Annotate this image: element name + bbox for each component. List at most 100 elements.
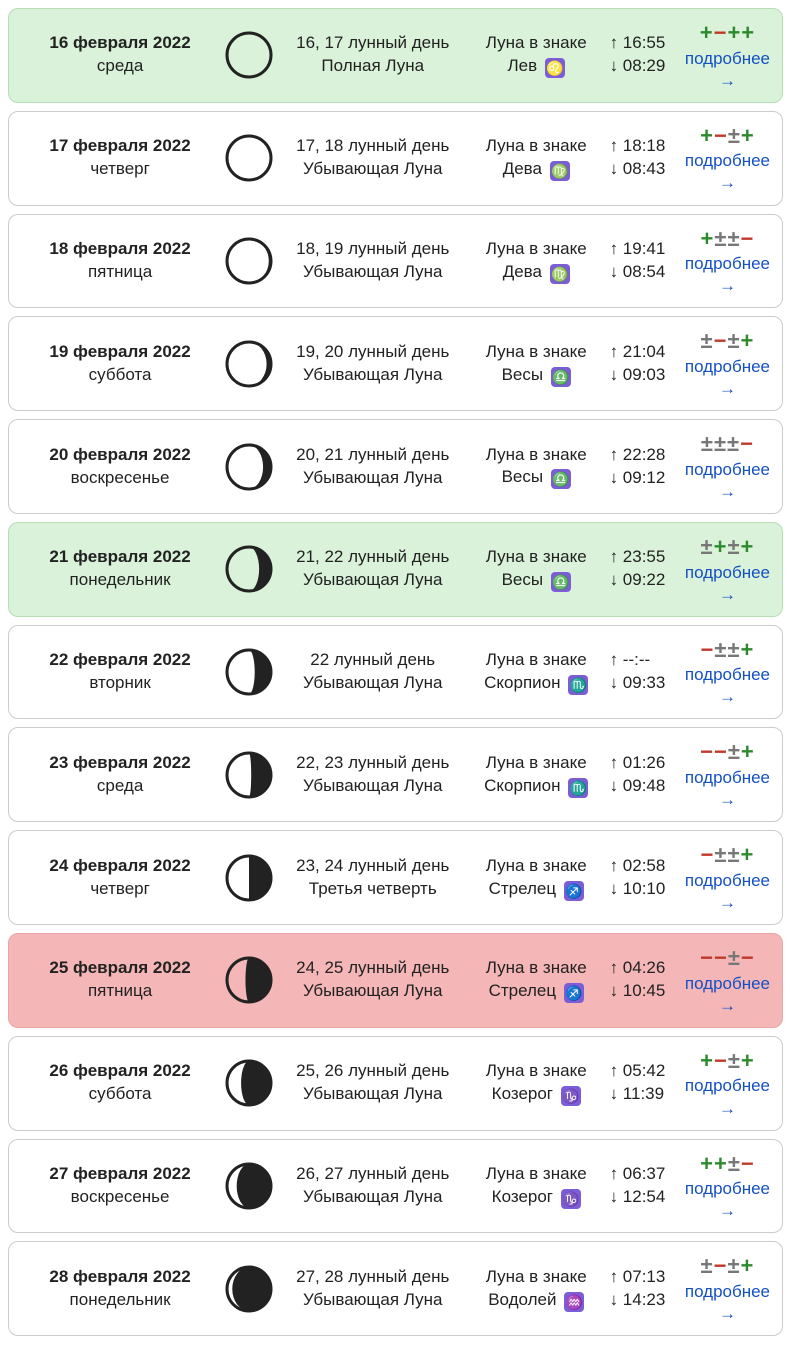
ratings: ±−±+ — [685, 1252, 770, 1281]
lunar-cell: 22, 23 лунный день Убывающая Луна — [279, 752, 467, 798]
details-link[interactable]: подробнее → — [685, 150, 770, 194]
sign-name: Стрелец — [489, 879, 557, 898]
ratings: ±−±+ — [685, 327, 770, 356]
sign-cell: Луна в знаке Весы ♎ — [467, 546, 606, 592]
ratings: −±±+ — [685, 636, 770, 665]
zodiac-icon: ♏ — [568, 778, 588, 798]
times-cell: ↑ 18:18 ↓ 08:43 — [606, 135, 685, 181]
times-cell: ↑ 06:37 ↓ 12:54 — [606, 1163, 685, 1209]
weekday-text: вторник — [21, 672, 219, 695]
date-text: 21 февраля 2022 — [21, 546, 219, 569]
summary-cell: ++±− подробнее → — [685, 1150, 770, 1223]
date-cell: 23 февраля 2022 среда — [21, 752, 219, 798]
weekday-text: пятница — [21, 980, 219, 1003]
sign-label: Луна в знаке — [467, 1266, 606, 1289]
sign-name: Дева — [503, 262, 542, 281]
moonrise: ↑ 23:55 — [610, 546, 685, 569]
details-link[interactable]: подробнее → — [685, 253, 770, 297]
details-link[interactable]: подробнее → — [685, 767, 770, 811]
times-cell: ↑ 16:55 ↓ 08:29 — [606, 32, 685, 78]
date-text: 28 февраля 2022 — [21, 1266, 219, 1289]
date-text: 27 февраля 2022 — [21, 1163, 219, 1186]
lunar-day-text: 22, 23 лунный день — [279, 752, 467, 775]
ratings: −−±+ — [685, 738, 770, 767]
lunar-day-text: 26, 27 лунный день — [279, 1163, 467, 1186]
moonrise: ↑ --:-- — [610, 649, 685, 672]
details-link[interactable]: подробнее → — [685, 356, 770, 400]
lunar-day-text: 23, 24 лунный день — [279, 855, 467, 878]
date-cell: 19 февраля 2022 суббота — [21, 341, 219, 387]
summary-cell: ±±±− подробнее → — [685, 430, 770, 503]
summary-cell: ±+±+ подробнее → — [685, 533, 770, 606]
sign-line: Стрелец ♐ — [467, 980, 606, 1003]
phase-name-text: Убывающая Луна — [279, 467, 467, 490]
sign-line: Скорпион ♏ — [467, 775, 606, 798]
summary-cell: −±±+ подробнее → — [685, 636, 770, 709]
sign-cell: Луна в знаке Весы ♎ — [467, 341, 606, 387]
moonrise: ↑ 18:18 — [610, 135, 685, 158]
lunar-cell: 23, 24 лунный день Третья четверть — [279, 855, 467, 901]
sign-cell: Луна в знаке Лев ♌ — [467, 32, 606, 78]
times-cell: ↑ 07:13 ↓ 14:23 — [606, 1266, 685, 1312]
date-cell: 18 февраля 2022 пятница — [21, 238, 219, 284]
sign-cell: Луна в знаке Водолей ♒ — [467, 1266, 606, 1312]
details-link[interactable]: подробнее → — [685, 870, 770, 914]
sign-cell: Луна в знаке Стрелец ♐ — [467, 855, 606, 901]
zodiac-icon: ♑ — [561, 1086, 581, 1106]
summary-cell: −−±− подробнее → — [685, 944, 770, 1017]
moonrise: ↑ 22:28 — [610, 444, 685, 467]
times-cell: ↑ 19:41 ↓ 08:54 — [606, 238, 685, 284]
details-link[interactable]: подробнее → — [685, 1075, 770, 1119]
moon-phase-icon — [219, 647, 278, 697]
moon-phase-icon — [219, 1058, 278, 1108]
summary-cell: +−++ подробнее → — [685, 19, 770, 92]
zodiac-icon: ♑ — [561, 1189, 581, 1209]
sign-name: Дева — [503, 159, 542, 178]
date-text: 25 февраля 2022 — [21, 957, 219, 980]
weekday-text: среда — [21, 775, 219, 798]
sign-line: Козерог ♑ — [467, 1083, 606, 1106]
date-text: 16 февраля 2022 — [21, 32, 219, 55]
details-link[interactable]: подробнее → — [685, 973, 770, 1017]
summary-cell: +±±− подробнее → — [685, 225, 770, 298]
times-cell: ↑ --:-- ↓ 09:33 — [606, 649, 685, 695]
sign-label: Луна в знаке — [467, 341, 606, 364]
details-link[interactable]: подробнее → — [685, 459, 770, 503]
sign-cell: Луна в знаке Козерог ♑ — [467, 1163, 606, 1209]
zodiac-icon: ♎ — [551, 469, 571, 489]
phase-name-text: Убывающая Луна — [279, 980, 467, 1003]
moon-phase-icon — [219, 30, 278, 80]
calendar-row: 21 февраля 2022 понедельник 21, 22 лунны… — [8, 522, 783, 617]
sign-label: Луна в знаке — [467, 238, 606, 261]
phase-name-text: Убывающая Луна — [279, 1186, 467, 1209]
details-link[interactable]: подробнее → — [685, 562, 770, 606]
sign-cell: Луна в знаке Скорпион ♏ — [467, 649, 606, 695]
moon-phase-icon — [219, 1161, 278, 1211]
date-cell: 24 февраля 2022 четверг — [21, 855, 219, 901]
phase-name-text: Третья четверть — [279, 878, 467, 901]
details-link[interactable]: подробнее → — [685, 664, 770, 708]
details-link[interactable]: подробнее → — [685, 48, 770, 92]
ratings: +±±− — [685, 225, 770, 254]
sign-name: Скорпион — [484, 673, 560, 692]
calendar-row: 18 февраля 2022 пятница 18, 19 лунный де… — [8, 214, 783, 309]
details-link[interactable]: подробнее → — [685, 1281, 770, 1325]
sign-cell: Луна в знаке Дева ♍ — [467, 135, 606, 181]
calendar-row: 16 февраля 2022 среда 16, 17 лунный день… — [8, 8, 783, 103]
lunar-day-text: 24, 25 лунный день — [279, 957, 467, 980]
lunar-calendar: 16 февраля 2022 среда 16, 17 лунный день… — [8, 8, 783, 1336]
date-cell: 25 февраля 2022 пятница — [21, 957, 219, 1003]
sign-name: Скорпион — [484, 776, 560, 795]
details-link[interactable]: подробнее → — [685, 1178, 770, 1222]
lunar-cell: 21, 22 лунный день Убывающая Луна — [279, 546, 467, 592]
lunar-day-text: 17, 18 лунный день — [279, 135, 467, 158]
sign-line: Водолей ♒ — [467, 1289, 606, 1312]
moonset: ↓ 14:23 — [610, 1289, 685, 1312]
summary-cell: −−±+ подробнее → — [685, 738, 770, 811]
lunar-cell: 26, 27 лунный день Убывающая Луна — [279, 1163, 467, 1209]
summary-cell: −±±+ подробнее → — [685, 841, 770, 914]
moonrise: ↑ 19:41 — [610, 238, 685, 261]
weekday-text: суббота — [21, 364, 219, 387]
sign-cell: Луна в знаке Скорпион ♏ — [467, 752, 606, 798]
moon-phase-icon — [219, 442, 278, 492]
